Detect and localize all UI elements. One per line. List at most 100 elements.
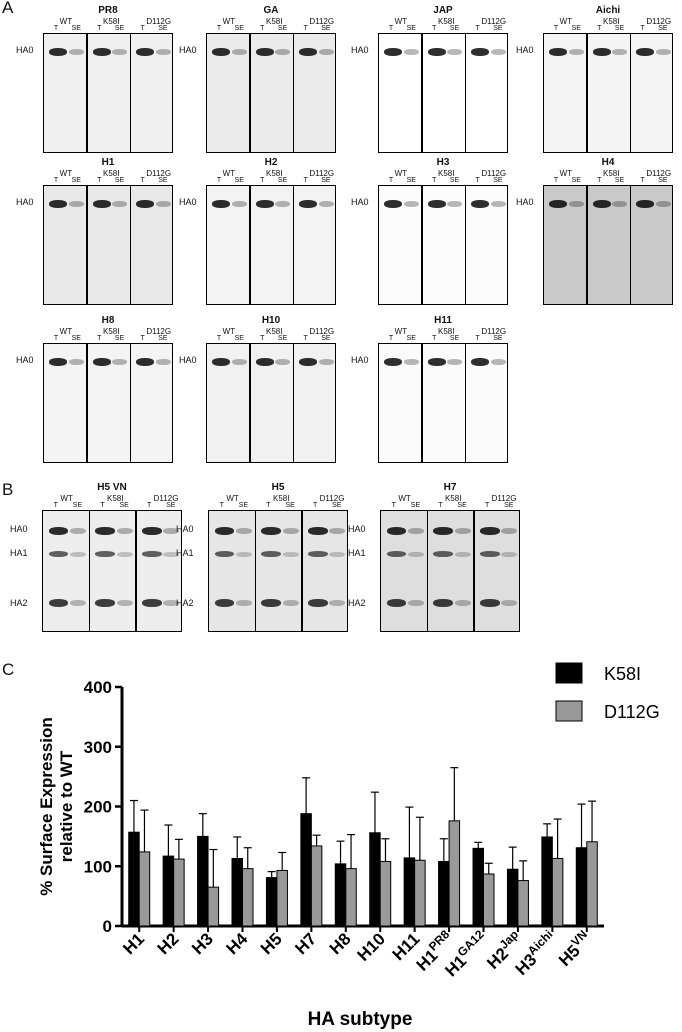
band-ha0-total (212, 200, 231, 208)
y-tick-label: 0 (103, 917, 112, 936)
lane-group-label: D112G (309, 169, 335, 178)
band-ha0-total (92, 358, 111, 366)
bar-d112g (414, 859, 426, 927)
lane-group-label: K58I (266, 169, 283, 178)
band-ha0-total (255, 48, 274, 56)
band-label-ha2: HA2 (348, 598, 366, 608)
lane-type-label: SE (614, 25, 625, 32)
lane-type-label: SE (449, 335, 460, 342)
lane-type-label: SE (321, 177, 331, 184)
band-ha1-surface (70, 552, 86, 557)
lane-type-label: T (97, 25, 102, 32)
lane-group-label: D112G (309, 327, 335, 336)
legend-swatch-d112g (555, 700, 583, 722)
lane-separator (421, 34, 423, 152)
lane-type-label: SE (658, 25, 668, 32)
bar-k58i (265, 877, 278, 927)
band-ha0-surface (232, 201, 247, 207)
lane-separator (249, 344, 251, 462)
blot-h8: H8 WT T SE K58I T SE D112G T SE HA0 (16, 315, 173, 465)
lane-type-label: SE (285, 502, 295, 509)
bar-k58i (575, 847, 588, 927)
lane-type-label: T (53, 25, 59, 32)
lane-type-label: T (303, 177, 308, 184)
band-ha0-total (307, 527, 328, 535)
x-tick-label-base: H10 (354, 929, 389, 964)
band-ha0-surface (275, 359, 291, 365)
band-ha2-total (261, 599, 281, 607)
band-ha0-total (255, 200, 274, 208)
band-ha0-total (92, 48, 111, 56)
band-label-ha1: HA1 (176, 548, 194, 558)
lane-group-label: K58I (266, 327, 283, 336)
lane-group-label: K58I (438, 169, 455, 178)
lane-type-label: SE (410, 502, 421, 509)
bar-k58i (438, 860, 450, 927)
blot-frame (543, 33, 673, 153)
blot-title: Aichi (595, 5, 621, 16)
x-tick-label-base: H7 (291, 929, 320, 958)
lane-group-label: K58I (273, 494, 290, 503)
legend-swatch-k58i (555, 662, 583, 684)
lane-separator (629, 186, 632, 304)
band-ha0-total (49, 200, 68, 208)
band-ha0-total (427, 358, 446, 366)
lane-type-label: SE (234, 335, 244, 342)
band-ha0-surface (155, 201, 171, 207)
lane-type-label: T (432, 25, 437, 32)
lane-group-label: D112G (146, 327, 172, 336)
blot-title: H4 (601, 157, 615, 168)
lane-type-label: T (475, 335, 480, 342)
blot-frame (378, 185, 508, 305)
lane-group-label: K58I (103, 327, 120, 336)
lane-group-label: WT (394, 17, 408, 26)
lane-group-label: WT (59, 17, 73, 26)
blot-h5: H5 WT T SE K58I T SE D112G T SE HA0 HA1 HA2 (176, 482, 348, 634)
band-ha1-surface (163, 552, 180, 557)
bar-d112g (448, 820, 461, 927)
lane-group-label: K58I (103, 17, 120, 26)
band-ha2-surface (454, 600, 471, 606)
lane-type-label: SE (449, 177, 460, 184)
lane-type-label: T (388, 25, 394, 32)
band-ha0-surface (112, 359, 128, 365)
lane-type-label: T (553, 25, 559, 32)
blot-title: H7 (443, 482, 457, 493)
lane-separator (86, 344, 88, 462)
lane-group-label: D112G (481, 327, 507, 336)
lane-separator (464, 186, 467, 304)
lane-type-label: T (388, 335, 394, 342)
legend-label-k58i: K58I (604, 664, 641, 684)
blot-frame (42, 510, 182, 632)
lane-group-label: WT (559, 169, 573, 178)
x-tick-label-base: H4 (223, 929, 252, 958)
panel-label-a: A (2, 0, 14, 17)
lane-type-label: SE (406, 25, 416, 32)
x-tick-label-superscript: GA12 (455, 927, 487, 959)
band-ha1-total (95, 551, 115, 557)
band-label-ha0: HA0 (179, 197, 197, 207)
lane-separator (421, 344, 423, 462)
band-label-ha1: HA1 (348, 548, 366, 558)
lane-type-label: T (216, 25, 222, 32)
lane-type-label: SE (158, 335, 168, 342)
x-tick-label-base: H5 (257, 929, 286, 958)
lane-group-label: WT (222, 17, 236, 26)
band-ha0-surface (69, 359, 84, 365)
lane-type-label: T (475, 25, 480, 32)
band-ha0-surface (490, 49, 506, 55)
blot-frame (206, 33, 336, 153)
band-ha0-surface (275, 49, 291, 55)
lane-separator (86, 186, 88, 304)
band-ha0-total (470, 358, 490, 366)
band-ha0-total (433, 527, 453, 535)
lane-type-label: T (303, 335, 308, 342)
band-label-ha0: HA0 (516, 197, 534, 207)
lane-type-label: SE (238, 502, 249, 509)
band-ha0-total (470, 48, 490, 56)
lane-type-label: T (140, 25, 145, 32)
lane-group-label: K58I (438, 17, 455, 26)
blot-aichi: Aichi WT T SE K58I T SE D112G T SE HA0 (516, 5, 673, 155)
band-ha0-surface (69, 49, 84, 55)
band-ha0-total (135, 48, 155, 56)
